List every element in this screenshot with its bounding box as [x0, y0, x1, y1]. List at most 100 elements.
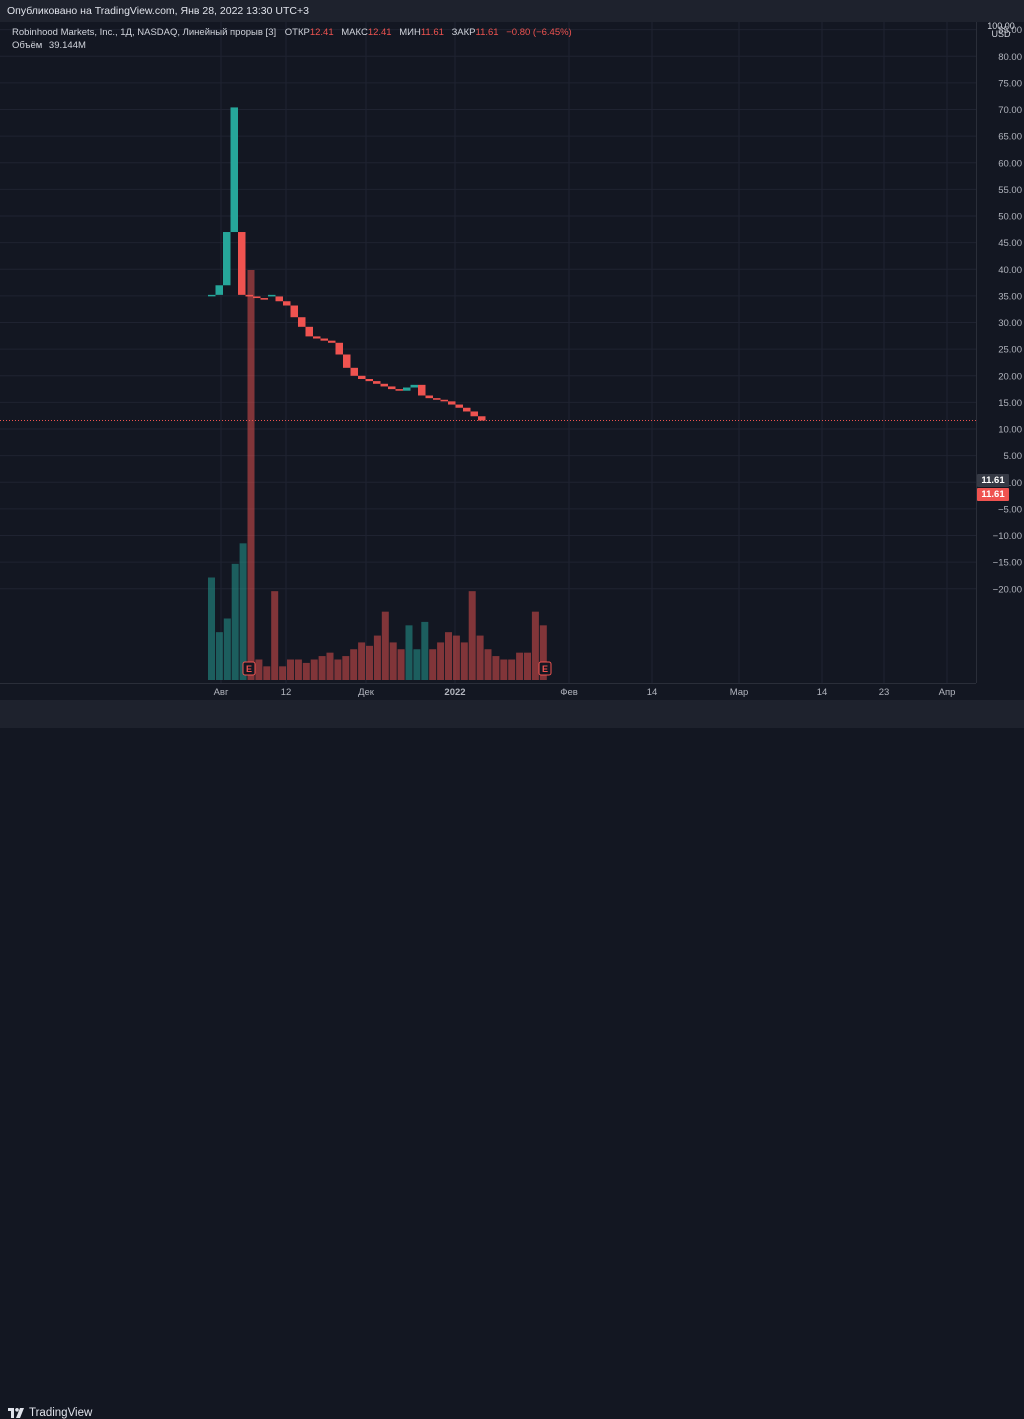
- price-brick: [275, 296, 283, 302]
- volume-bar: [287, 659, 294, 680]
- time-tick-label: 12: [281, 687, 292, 698]
- price-brick: [463, 407, 471, 412]
- price-brick: [215, 285, 223, 295]
- volume-bar: [350, 649, 358, 680]
- price-brick: [425, 395, 433, 399]
- symbol-title[interactable]: Robinhood Markets, Inc., 1Д, NASDAQ, Лин…: [12, 27, 277, 38]
- volume-bar: [334, 659, 342, 680]
- price-brick: [260, 298, 268, 300]
- volume-bar: [223, 618, 231, 680]
- high-value: 12.41: [367, 27, 392, 38]
- currency-label[interactable]: 100.00 USD: [980, 21, 1022, 39]
- time-tick-label: Фев: [560, 687, 578, 698]
- time-tick-label: Мар: [730, 687, 749, 698]
- earnings-marker: E: [538, 661, 552, 676]
- price-brick: [455, 404, 463, 408]
- price-brick: [410, 384, 418, 388]
- price-brick: [298, 317, 306, 327]
- price-tick-label: −10.00: [993, 531, 1022, 542]
- price-brick: [388, 386, 396, 390]
- time-axis-canvas[interactable]: Авг 12 Дек 2022 Фев 14 Мар 14 23 Апр: [0, 684, 976, 701]
- top-bar: Опубликовано на TradingView.com, Янв 28,…: [0, 0, 1024, 22]
- time-tick-label: Апр: [939, 687, 956, 698]
- volume-bar: [208, 577, 215, 680]
- open-label: ОТКР: [284, 27, 310, 38]
- price-brick: [448, 401, 456, 405]
- published-caption: Опубликовано на TradingView.com, Янв 28,…: [7, 5, 309, 17]
- time-tick-label: 2022: [444, 687, 465, 698]
- price-tick-label: 35.00: [998, 291, 1022, 302]
- volume-label[interactable]: Объём: [12, 40, 43, 51]
- price-brick: [380, 383, 388, 387]
- tradingview-logo[interactable]: TradingView: [8, 1407, 92, 1419]
- volume-bar: [358, 642, 366, 680]
- volume-bar: [263, 666, 271, 680]
- volume-value: 39.144M: [48, 40, 86, 51]
- price-tick-label: −15.00: [993, 558, 1022, 569]
- earnings-marker-label: E: [542, 664, 548, 674]
- price-brick: [223, 232, 231, 286]
- time-tick-label: 14: [647, 687, 658, 698]
- price-tick-label: −5.00: [998, 504, 1022, 515]
- volume-bar: [389, 642, 397, 680]
- price-axis-canvas[interactable]: 95.0090.0085.0080.0075.0070.0065.0060.00…: [977, 0, 1024, 683]
- volume-bar: [524, 652, 531, 680]
- price-tick-label: 45.00: [998, 238, 1022, 249]
- price-brick: [305, 326, 313, 337]
- high-label: МАКС: [341, 27, 368, 38]
- volume-bar: [405, 625, 413, 680]
- price-brick: [440, 399, 448, 402]
- time-axis[interactable]: Авг 12 Дек 2022 Фев 14 Мар 14 23 Апр: [0, 683, 976, 701]
- volume-bar: [302, 662, 310, 680]
- price-brick: [395, 389, 403, 391]
- price-tick-label: 60.00: [998, 158, 1022, 169]
- price-brick: [328, 340, 336, 343]
- price-tick-label: 50.00: [998, 212, 1022, 223]
- price-tick-label: 80.00: [998, 52, 1022, 63]
- volume-bar: [452, 635, 460, 680]
- price-brick: [268, 294, 276, 297]
- last-price-badge: 11.61: [977, 474, 1009, 487]
- brand-name: TradingView: [29, 1407, 93, 1419]
- price-brick: [245, 294, 253, 297]
- close-price-badge: 11.61: [977, 488, 1009, 501]
- volume-bar: [231, 563, 239, 680]
- volume-bar: [437, 642, 445, 680]
- price-axis[interactable]: 95.0090.0085.0080.0075.0070.0065.0060.00…: [976, 0, 1024, 683]
- change-value: −0.80 (−6.45%): [506, 27, 572, 38]
- price-brick: [283, 301, 291, 306]
- earnings-marker: E: [242, 661, 256, 676]
- price-brick: [313, 336, 321, 339]
- price-tick-label: 40.00: [998, 265, 1022, 276]
- price-tick-label: 0.00: [1004, 478, 1023, 489]
- volume-bar: [508, 659, 516, 680]
- volume-bar: [484, 649, 492, 680]
- volume-bar: [445, 632, 452, 680]
- volume-bar: [239, 543, 247, 680]
- time-tick-label: 14: [817, 687, 828, 698]
- time-tick-label: 23: [879, 687, 890, 698]
- price-brick: [350, 367, 358, 376]
- volume-bar: [318, 656, 326, 680]
- earnings-marker-box: [242, 661, 256, 676]
- low-label: МИН: [399, 27, 421, 38]
- price-tick-label: 75.00: [998, 78, 1022, 89]
- volume-bar: [500, 659, 508, 680]
- volume-bar: [310, 659, 318, 680]
- price-brick: [418, 384, 426, 396]
- volume-bar: [342, 656, 350, 680]
- tradingview-logo-icon: [8, 1408, 24, 1418]
- price-tick-label: 85.00: [998, 25, 1022, 36]
- volume-bar: [429, 649, 437, 680]
- volume-bar: [381, 611, 389, 680]
- close-label: ЗАКР: [451, 27, 476, 38]
- time-tick-label: Дек: [358, 687, 375, 698]
- earnings-marker-box: [538, 661, 552, 676]
- volume-bar: [366, 645, 373, 680]
- price-brick: [343, 354, 351, 368]
- price-tick-label: 65.00: [998, 132, 1022, 143]
- price-tick-label: 20.00: [998, 371, 1022, 382]
- volume-bar: [531, 611, 539, 680]
